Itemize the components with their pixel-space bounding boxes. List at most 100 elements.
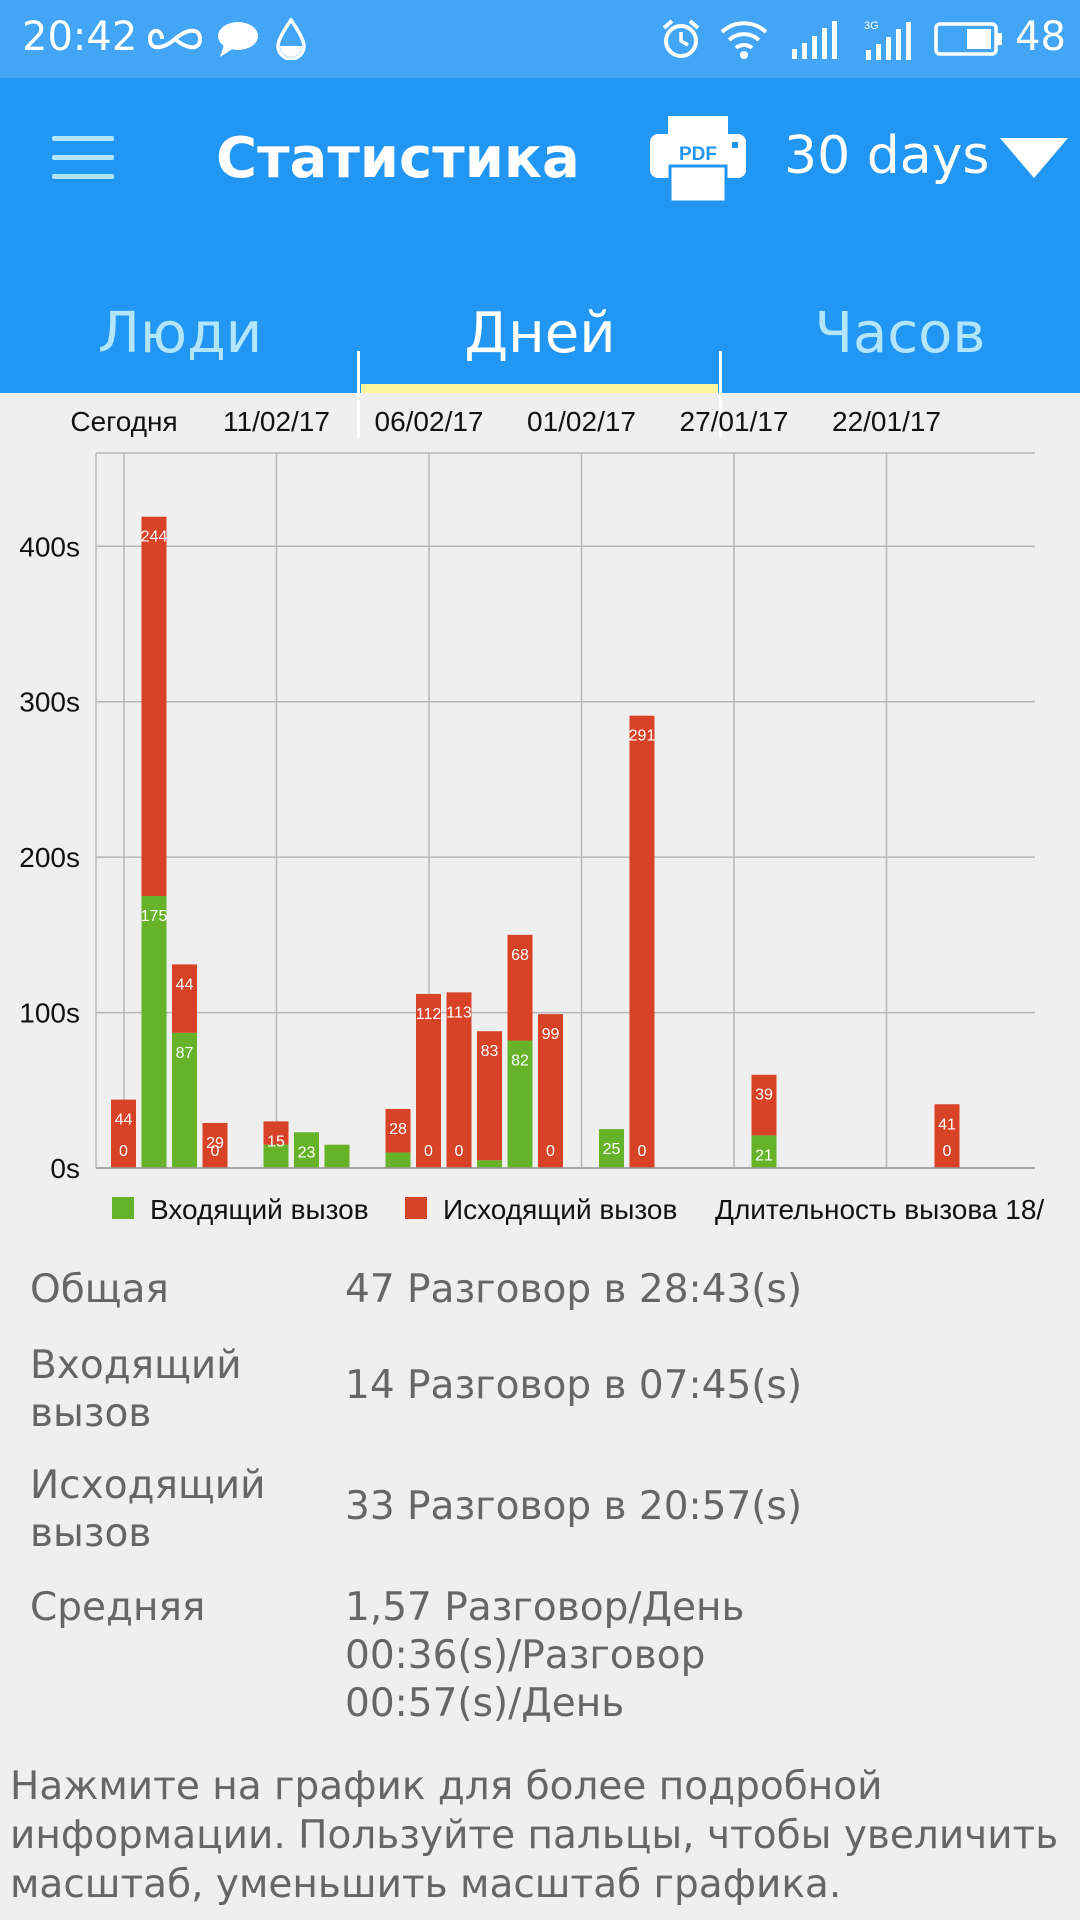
bar-outgoing <box>202 1122 228 1168</box>
menu-icon-line <box>52 174 114 179</box>
bar-label-outgoing: 41 <box>938 1116 956 1133</box>
menu-icon-line <box>52 136 114 141</box>
chart-svg[interactable]: Сегодня 11/02/17 06/02/17 01/02/17 27/01/17 2… <box>0 393 1080 1243</box>
bar-label-incoming: 87 <box>176 1045 194 1062</box>
y-tick-label: 200s <box>19 842 80 873</box>
bar-label-outgoing: 68 <box>511 947 529 964</box>
bar-label-outgoing: 28 <box>389 1121 407 1138</box>
bar-outgoing <box>416 993 441 1168</box>
bar-outgoing <box>477 1031 502 1161</box>
bar-outgoing <box>507 934 533 1041</box>
tab-divider <box>719 351 722 437</box>
battery-level: 48 <box>1015 14 1066 60</box>
bar-label-incoming: 0 <box>211 1143 220 1160</box>
stat-average-label: Средняя <box>30 1585 206 1630</box>
bar-label-outgoing: 15 <box>267 1133 285 1150</box>
bar-label-outgoing: 44 <box>115 1112 133 1129</box>
bar-outgoing <box>751 1074 777 1136</box>
signal-icon <box>790 14 842 64</box>
tab-hours[interactable]: Часов <box>720 273 1080 393</box>
y-tick-label: 300s <box>19 687 80 718</box>
x-top-label: 11/02/17 <box>223 406 330 437</box>
bar-label-outgoing: 39 <box>755 1087 773 1104</box>
app-bar: Статистика PDF 30 days Люди Дней Часов <box>0 78 1080 437</box>
bar-label-incoming: 0 <box>455 1143 464 1160</box>
alarm-icon <box>660 14 702 64</box>
period-selector-label[interactable]: 30 days <box>784 126 990 186</box>
bar-incoming <box>324 1144 350 1168</box>
bar-label-incoming: 23 <box>298 1144 316 1161</box>
bar-outgoing <box>111 1099 136 1168</box>
tab-hours-label: Часов <box>814 300 986 366</box>
x-top-label: 06/02/17 <box>375 406 484 437</box>
bar-incoming <box>294 1132 319 1168</box>
bar-incoming <box>751 1135 777 1168</box>
dropdown-arrow-icon[interactable] <box>998 136 1070 180</box>
x-top-label: Сегодня <box>70 406 177 437</box>
x-top-label: 01/02/17 <box>527 406 636 437</box>
svg-text:3G: 3G <box>864 20 879 32</box>
bar-label-outgoing: 291 <box>629 728 656 745</box>
bar-label-incoming: 0 <box>546 1143 555 1160</box>
bar-label-incoming: 0 <box>424 1143 433 1160</box>
legend-label-duration: Длительность вызова 18/ <box>715 1194 1044 1225</box>
bar-incoming <box>263 1144 289 1168</box>
y-tick-label: 100s <box>19 998 80 1029</box>
page-title: Статистика <box>216 126 580 191</box>
calls-chart[interactable]: Сегодня 11/02/17 06/02/17 01/02/17 27/01/17 2… <box>0 393 1080 1243</box>
menu-button[interactable] <box>52 136 114 182</box>
x-top-label: 27/01/17 <box>680 406 789 437</box>
signal-3g-icon: 3G <box>862 14 916 64</box>
legend-label-outgoing: Исходящий вызов <box>443 1194 677 1225</box>
pdf-export-button[interactable]: PDF <box>648 114 748 204</box>
menu-icon-line <box>52 155 114 160</box>
active-tab-indicator <box>361 384 718 393</box>
y-tick-label: 400s <box>19 531 80 562</box>
bar-outgoing <box>141 516 167 896</box>
stat-average-value: 1,57 Разговор/День 00:36(s)/Разговор 00:… <box>345 1585 745 1726</box>
y-tick-label: 0s <box>50 1153 80 1184</box>
tab-divider <box>357 351 360 437</box>
tab-people[interactable]: Люди <box>0 273 360 393</box>
bar-label-incoming: 175 <box>141 908 168 925</box>
legend-label-incoming: Входящий вызов <box>150 1194 369 1225</box>
status-bar: 20:42 3G 48 <box>0 0 1080 78</box>
bar-label-outgoing: 244 <box>141 529 168 546</box>
bar-incoming <box>507 1040 533 1168</box>
legend-swatch-outgoing <box>405 1197 427 1219</box>
stat-total-value: 47 Разговор в 28:43(s) <box>345 1267 803 1312</box>
bar-label-incoming: 0 <box>638 1143 647 1160</box>
bar-incoming <box>385 1152 411 1168</box>
bar-outgoing <box>934 1104 960 1168</box>
battery-icon <box>934 14 1004 64</box>
bar-label-outgoing: 83 <box>481 1043 499 1060</box>
wifi-icon <box>718 14 770 64</box>
bar-outgoing <box>172 964 197 1033</box>
bar-label-incoming: 0 <box>119 1143 128 1160</box>
bar-label-incoming: 25 <box>603 1141 621 1158</box>
bar-label-incoming: 0 <box>943 1143 952 1160</box>
bar-incoming <box>172 1032 197 1168</box>
tab-people-label: Люди <box>97 300 263 366</box>
stat-outgoing-label: Исходящий вызов <box>30 1463 266 1556</box>
bar-label-incoming: 82 <box>511 1053 529 1070</box>
stat-outgoing-value: 33 Разговор в 20:57(s) <box>345 1484 803 1529</box>
infinity-icon <box>148 14 202 64</box>
bar-incoming <box>599 1129 624 1168</box>
bar-label-outgoing: 113 <box>446 1004 472 1021</box>
bar-label-outgoing: 112 <box>416 1006 442 1023</box>
bar-outgoing <box>385 1108 411 1153</box>
pdf-label: PDF <box>679 144 717 165</box>
drop-icon <box>276 14 306 64</box>
stat-incoming-label: Входящий вызов <box>30 1343 242 1436</box>
bar-label-outgoing: 99 <box>542 1026 560 1043</box>
bar-label-incoming: 21 <box>755 1147 773 1164</box>
legend-swatch-incoming <box>112 1197 134 1219</box>
stat-incoming-value: 14 Разговор в 07:45(s) <box>345 1363 803 1408</box>
tab-days[interactable]: Дней <box>360 273 720 393</box>
bar-outgoing <box>538 1014 563 1168</box>
bar-outgoing <box>629 715 655 1168</box>
bar-outgoing <box>446 992 472 1168</box>
tab-days-label: Дней <box>464 300 616 366</box>
chat-icon <box>216 14 260 64</box>
